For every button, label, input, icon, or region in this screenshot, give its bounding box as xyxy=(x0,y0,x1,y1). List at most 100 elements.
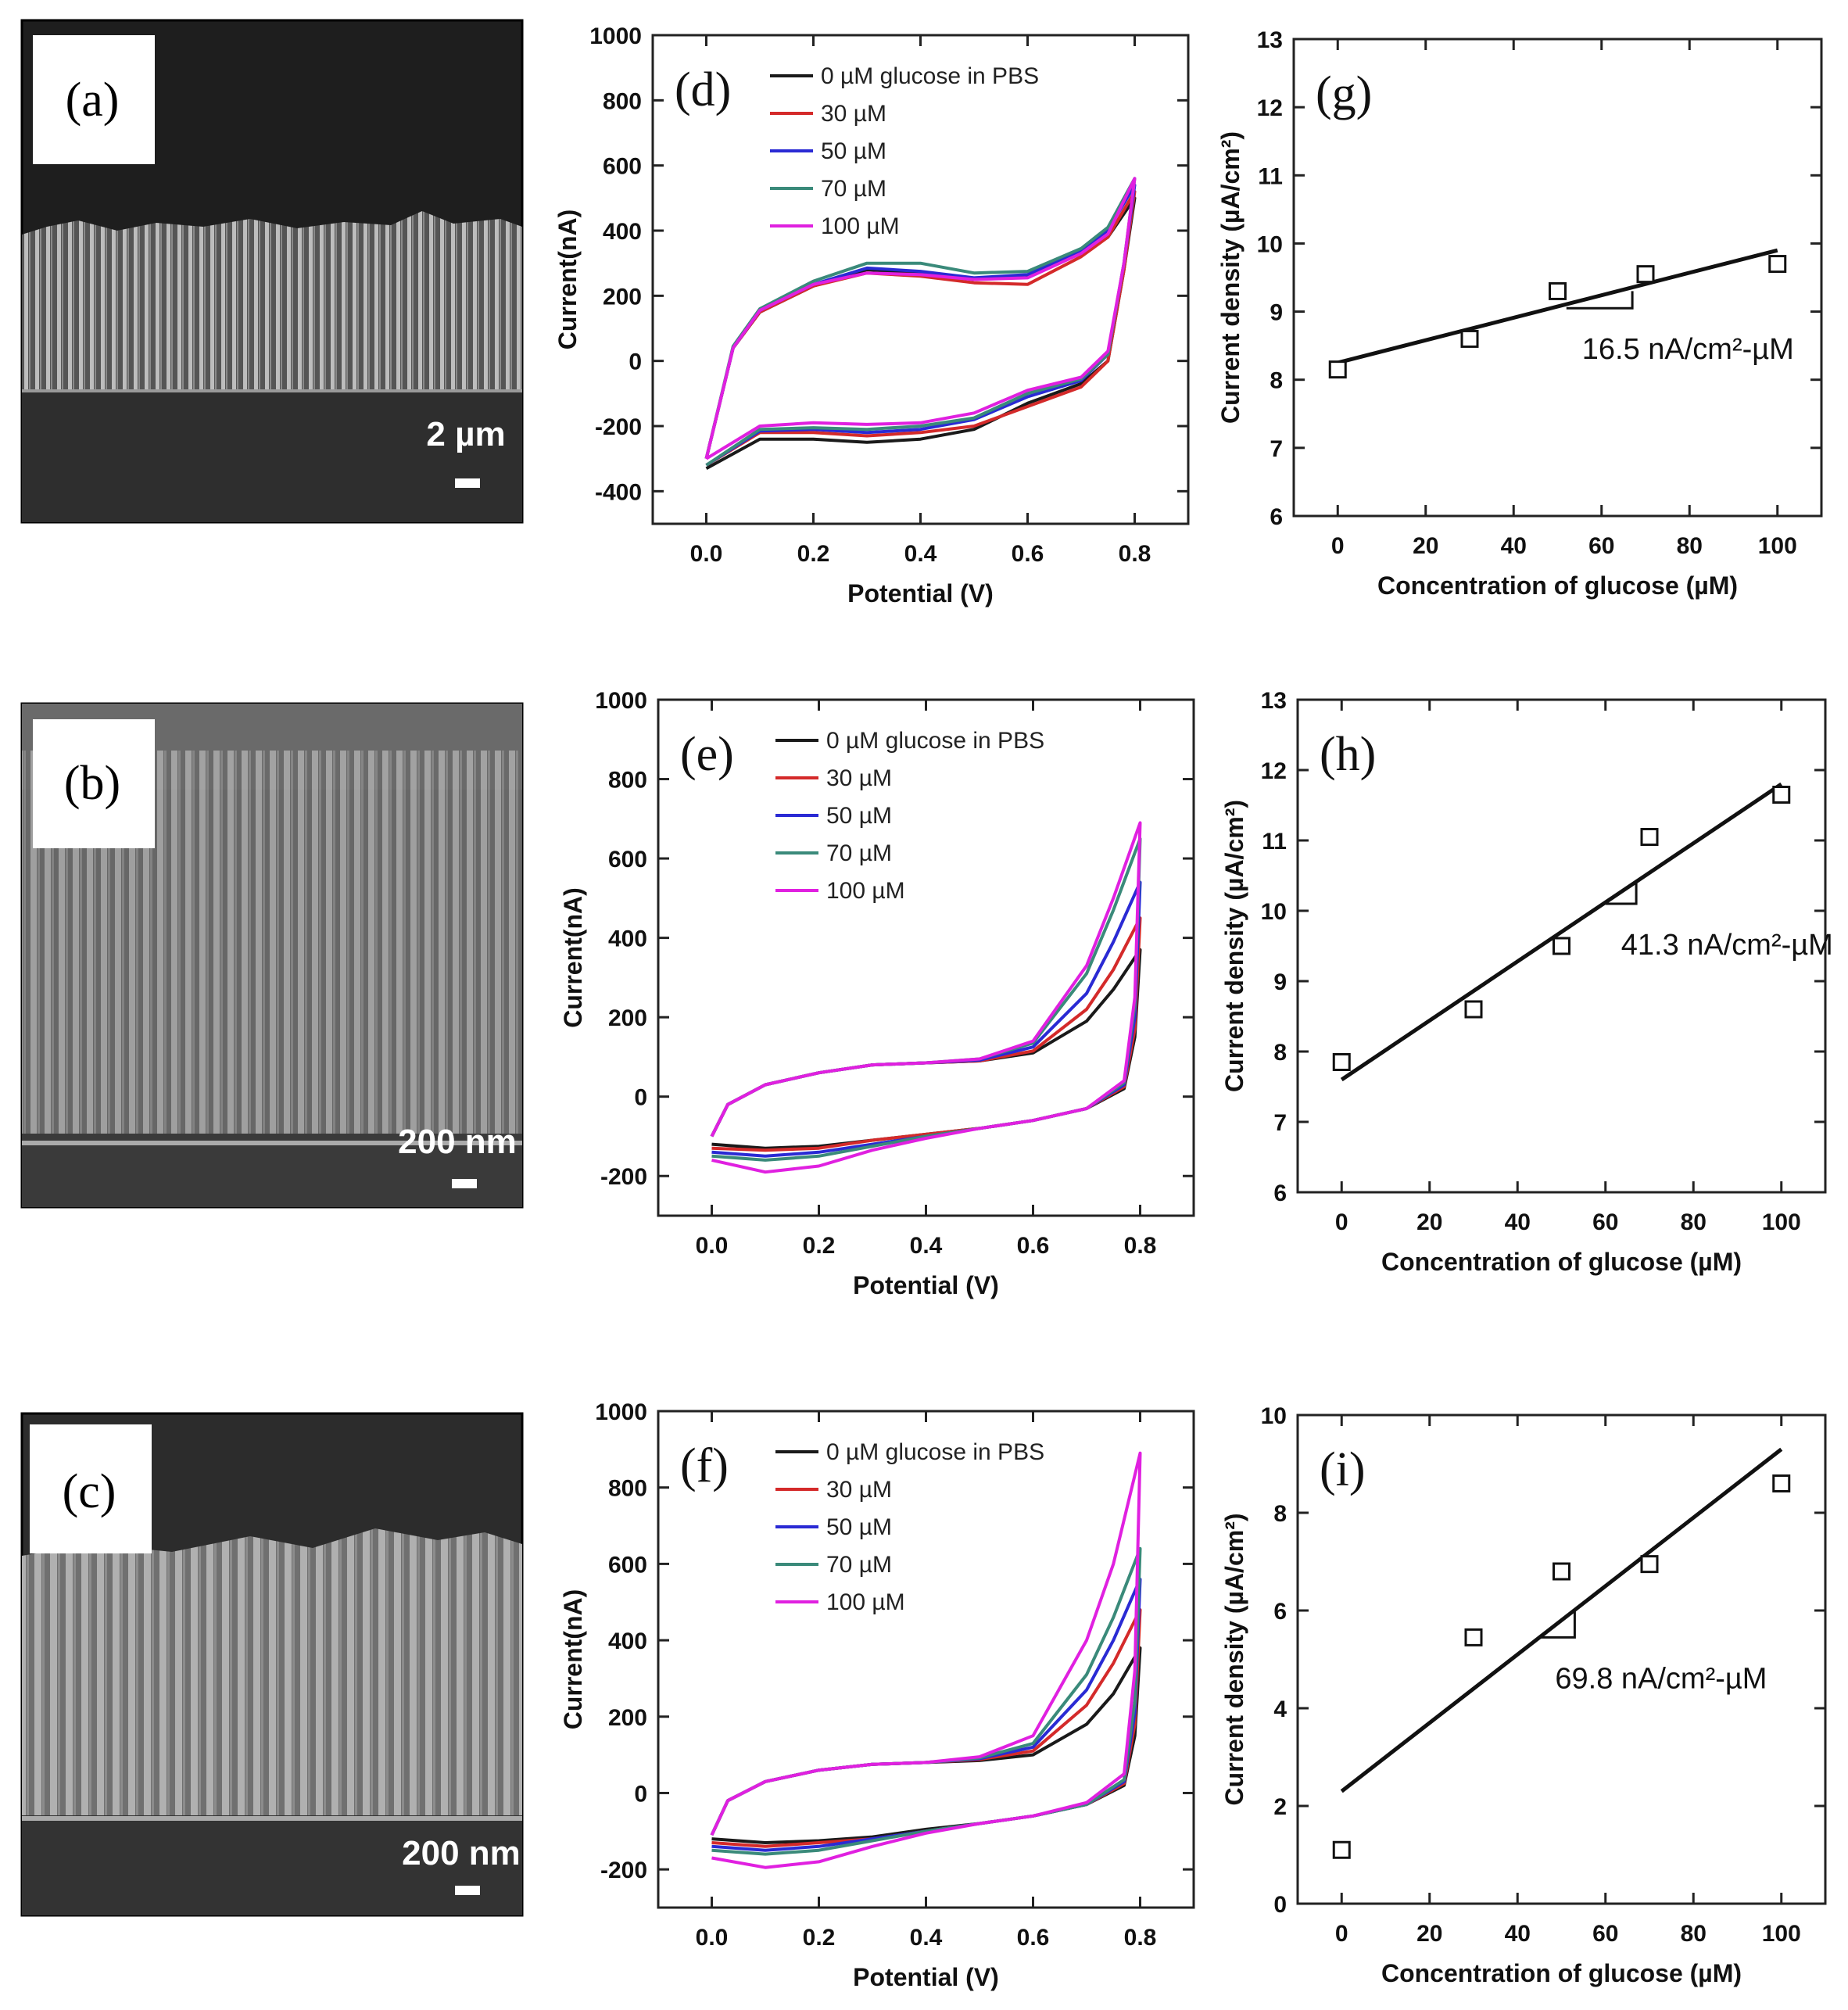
sem-c-label: (c) xyxy=(63,1465,116,1518)
x-axis-label: Potential (V) xyxy=(847,579,994,607)
sem-b-label: (b) xyxy=(64,757,120,810)
legend-label-2: 50 µM xyxy=(821,138,886,164)
x-tick-label: 60 xyxy=(1588,533,1614,559)
y-tick-label: 0 xyxy=(634,1085,647,1111)
chart-d: 1000 800 600 400 200 0 -200 -400 0.0 0.2 0.4 0.6 0.8… xyxy=(553,23,1190,607)
x-axis-label: Concentration of glucose (µM) xyxy=(1377,571,1738,600)
legend-label-4: 100 µM xyxy=(826,878,905,904)
data-point-4 xyxy=(1768,255,1787,274)
x-tick-label: 100 xyxy=(1762,1209,1801,1235)
series-line-4 xyxy=(704,177,1137,460)
legend-label-0: 0 µM glucose in PBS xyxy=(826,1439,1044,1465)
x-tick-label: 0.2 xyxy=(803,1233,836,1259)
legend-label-0: 0 µM glucose in PBS xyxy=(821,63,1039,89)
y-axis-label: Current(nA) xyxy=(553,210,582,350)
y-tick-label: 600 xyxy=(608,1552,647,1578)
y-tick-label: -200 xyxy=(600,1858,647,1883)
x-axis-label: Concentration of glucose (µM) xyxy=(1381,1248,1742,1276)
sem-c-label-box xyxy=(30,1424,152,1553)
x-tick-label: 0.8 xyxy=(1119,541,1151,567)
sem-panel-c: (c) 200 nm xyxy=(20,1412,524,1917)
y-axis-label: Current density (µA/cm²) xyxy=(1220,800,1248,1092)
y-tick-label: 8 xyxy=(1270,368,1283,394)
y-tick-label: 800 xyxy=(603,88,642,114)
y-tick-label: 1000 xyxy=(589,23,642,49)
series-line-4 xyxy=(710,1451,1142,1869)
fit-line xyxy=(1340,1447,1783,1793)
y-tick-label: -200 xyxy=(595,414,642,440)
y-tick-label: 9 xyxy=(1273,969,1287,995)
sem-c-substrate xyxy=(22,1815,522,1915)
x-tick-label: 100 xyxy=(1762,1921,1801,1947)
x-tick-label: 0.0 xyxy=(696,1925,729,1951)
data-point-3 xyxy=(1636,265,1655,284)
y-axis-label: Current(nA) xyxy=(559,1589,587,1730)
legend-label-1: 30 µM xyxy=(826,1477,892,1503)
x-tick-label: 0.4 xyxy=(910,1925,943,1951)
panel-label: (e) xyxy=(680,728,734,781)
legend-label-2: 50 µM xyxy=(826,1514,892,1540)
y-tick-label: 200 xyxy=(603,284,642,310)
x-tick-label: 80 xyxy=(1681,1209,1707,1235)
sem-b-substrate xyxy=(22,1134,522,1207)
x-tick-label: 20 xyxy=(1416,1209,1442,1235)
sem-a-substrate xyxy=(22,391,522,522)
y-tick-label: 6 xyxy=(1273,1599,1287,1625)
x-tick-label: 0 xyxy=(1331,533,1345,559)
y-tick-label: 0 xyxy=(634,1781,647,1807)
x-axis-label: Potential (V) xyxy=(853,1963,999,1991)
y-tick-label: 2 xyxy=(1273,1794,1287,1820)
y-tick-label: 6 xyxy=(1270,504,1283,530)
slope-triangle xyxy=(1539,1611,1576,1639)
y-tick-label: -400 xyxy=(595,479,642,505)
x-tick-label: 0.2 xyxy=(803,1925,836,1951)
data-point-0 xyxy=(1328,360,1347,379)
chart-f: 1000 800 600 400 200 0 -200 0.0 0.2 0.4 0.6 0.8 Pote… xyxy=(559,1399,1195,1991)
y-tick-label: 400 xyxy=(608,926,647,952)
data-point-2 xyxy=(1549,281,1567,300)
x-tick-label: 80 xyxy=(1681,1921,1707,1947)
data-point-4 xyxy=(1772,1474,1791,1492)
y-tick-label: 13 xyxy=(1261,688,1287,714)
y-tick-label: 4 xyxy=(1273,1696,1287,1722)
x-axis-label: Potential (V) xyxy=(853,1271,999,1299)
y-tick-label: 12 xyxy=(1257,95,1283,121)
x-tick-label: 0.8 xyxy=(1124,1233,1157,1259)
legend-label-3: 70 µM xyxy=(821,176,886,202)
y-tick-label: 10 xyxy=(1257,231,1283,257)
x-tick-label: 0 xyxy=(1335,1921,1348,1947)
data-point-1 xyxy=(1460,329,1479,348)
panel-label: (h) xyxy=(1320,728,1376,781)
y-tick-label: 200 xyxy=(608,1005,647,1031)
x-tick-label: 0.6 xyxy=(1012,541,1044,567)
data-point-2 xyxy=(1553,1562,1570,1581)
data-point-2 xyxy=(1553,937,1570,955)
x-tick-label: 40 xyxy=(1501,533,1527,559)
sem-panel-b: (b) 200 nm xyxy=(20,702,524,1209)
x-tick-label: 0.6 xyxy=(1017,1233,1050,1259)
x-tick-label: 0.0 xyxy=(696,1233,729,1259)
legend-label-1: 30 µM xyxy=(826,765,892,791)
y-tick-label: 0 xyxy=(629,349,642,375)
sem-a-nanowires xyxy=(22,211,522,391)
y-tick-label: 11 xyxy=(1262,829,1287,855)
plot-frame xyxy=(1296,1413,1827,1905)
y-tick-label: 7 xyxy=(1270,436,1283,462)
x-tick-label: 20 xyxy=(1416,1921,1442,1947)
x-tick-label: 0 xyxy=(1335,1209,1348,1235)
sem-c-scale-bar xyxy=(455,1886,480,1895)
y-axis-label: Current density (µA/cm²) xyxy=(1220,1513,1248,1805)
data-point-4 xyxy=(1772,786,1791,804)
x-tick-label: 0.4 xyxy=(910,1233,943,1259)
sem-c-scale-text: 200 nm xyxy=(402,1834,521,1872)
fit-line xyxy=(1337,248,1778,365)
sem-b-label-box xyxy=(33,719,155,848)
sem-a-label: (a) xyxy=(66,73,120,127)
y-axis-label: Current density (µA/cm²) xyxy=(1216,131,1245,424)
x-tick-label: 60 xyxy=(1592,1921,1618,1947)
y-tick-label: 800 xyxy=(608,768,647,794)
panel-label: (d) xyxy=(675,63,731,116)
